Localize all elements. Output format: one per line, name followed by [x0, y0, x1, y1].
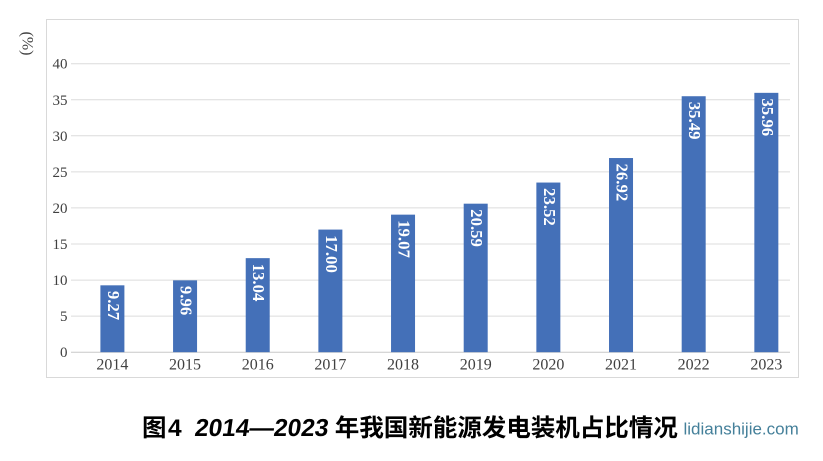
svg-text:4: 4	[168, 415, 182, 442]
svg-text:9.96: 9.96	[177, 286, 196, 315]
svg-text:2022: 2022	[678, 356, 710, 373]
svg-text:2023: 2023	[750, 356, 782, 373]
svg-text:2017: 2017	[314, 356, 346, 373]
svg-text:9.27: 9.27	[104, 291, 123, 320]
svg-text:35.49: 35.49	[685, 102, 704, 140]
svg-text:23.52: 23.52	[540, 188, 559, 226]
svg-text:20.59: 20.59	[467, 209, 486, 247]
svg-text:20: 20	[53, 201, 68, 217]
svg-text:(%): (%)	[19, 32, 36, 56]
svg-text:15: 15	[53, 237, 68, 253]
svg-text:30: 30	[53, 129, 68, 145]
svg-text:0: 0	[60, 345, 68, 361]
svg-text:13.04: 13.04	[249, 264, 268, 302]
svg-text:40: 40	[53, 57, 68, 73]
svg-text:2016: 2016	[242, 356, 274, 373]
svg-text:2014—2023: 2014—2023	[193, 415, 330, 442]
svg-text:35: 35	[53, 93, 68, 109]
svg-text:2019: 2019	[460, 356, 492, 373]
svg-text:25: 25	[53, 165, 68, 181]
svg-text:19.07: 19.07	[395, 220, 414, 258]
svg-text:35.96: 35.96	[758, 98, 777, 136]
svg-text:10: 10	[53, 273, 68, 289]
svg-text:lidianshijie.com: lidianshijie.com	[684, 420, 799, 439]
svg-text:26.92: 26.92	[613, 164, 632, 202]
svg-text:2014: 2014	[96, 356, 128, 373]
svg-text:5: 5	[60, 309, 68, 325]
svg-text:2015: 2015	[169, 356, 201, 373]
svg-text:17.00: 17.00	[322, 235, 341, 273]
svg-text:2021: 2021	[605, 356, 637, 373]
svg-text:2018: 2018	[387, 356, 419, 373]
svg-text:2020: 2020	[532, 356, 564, 373]
